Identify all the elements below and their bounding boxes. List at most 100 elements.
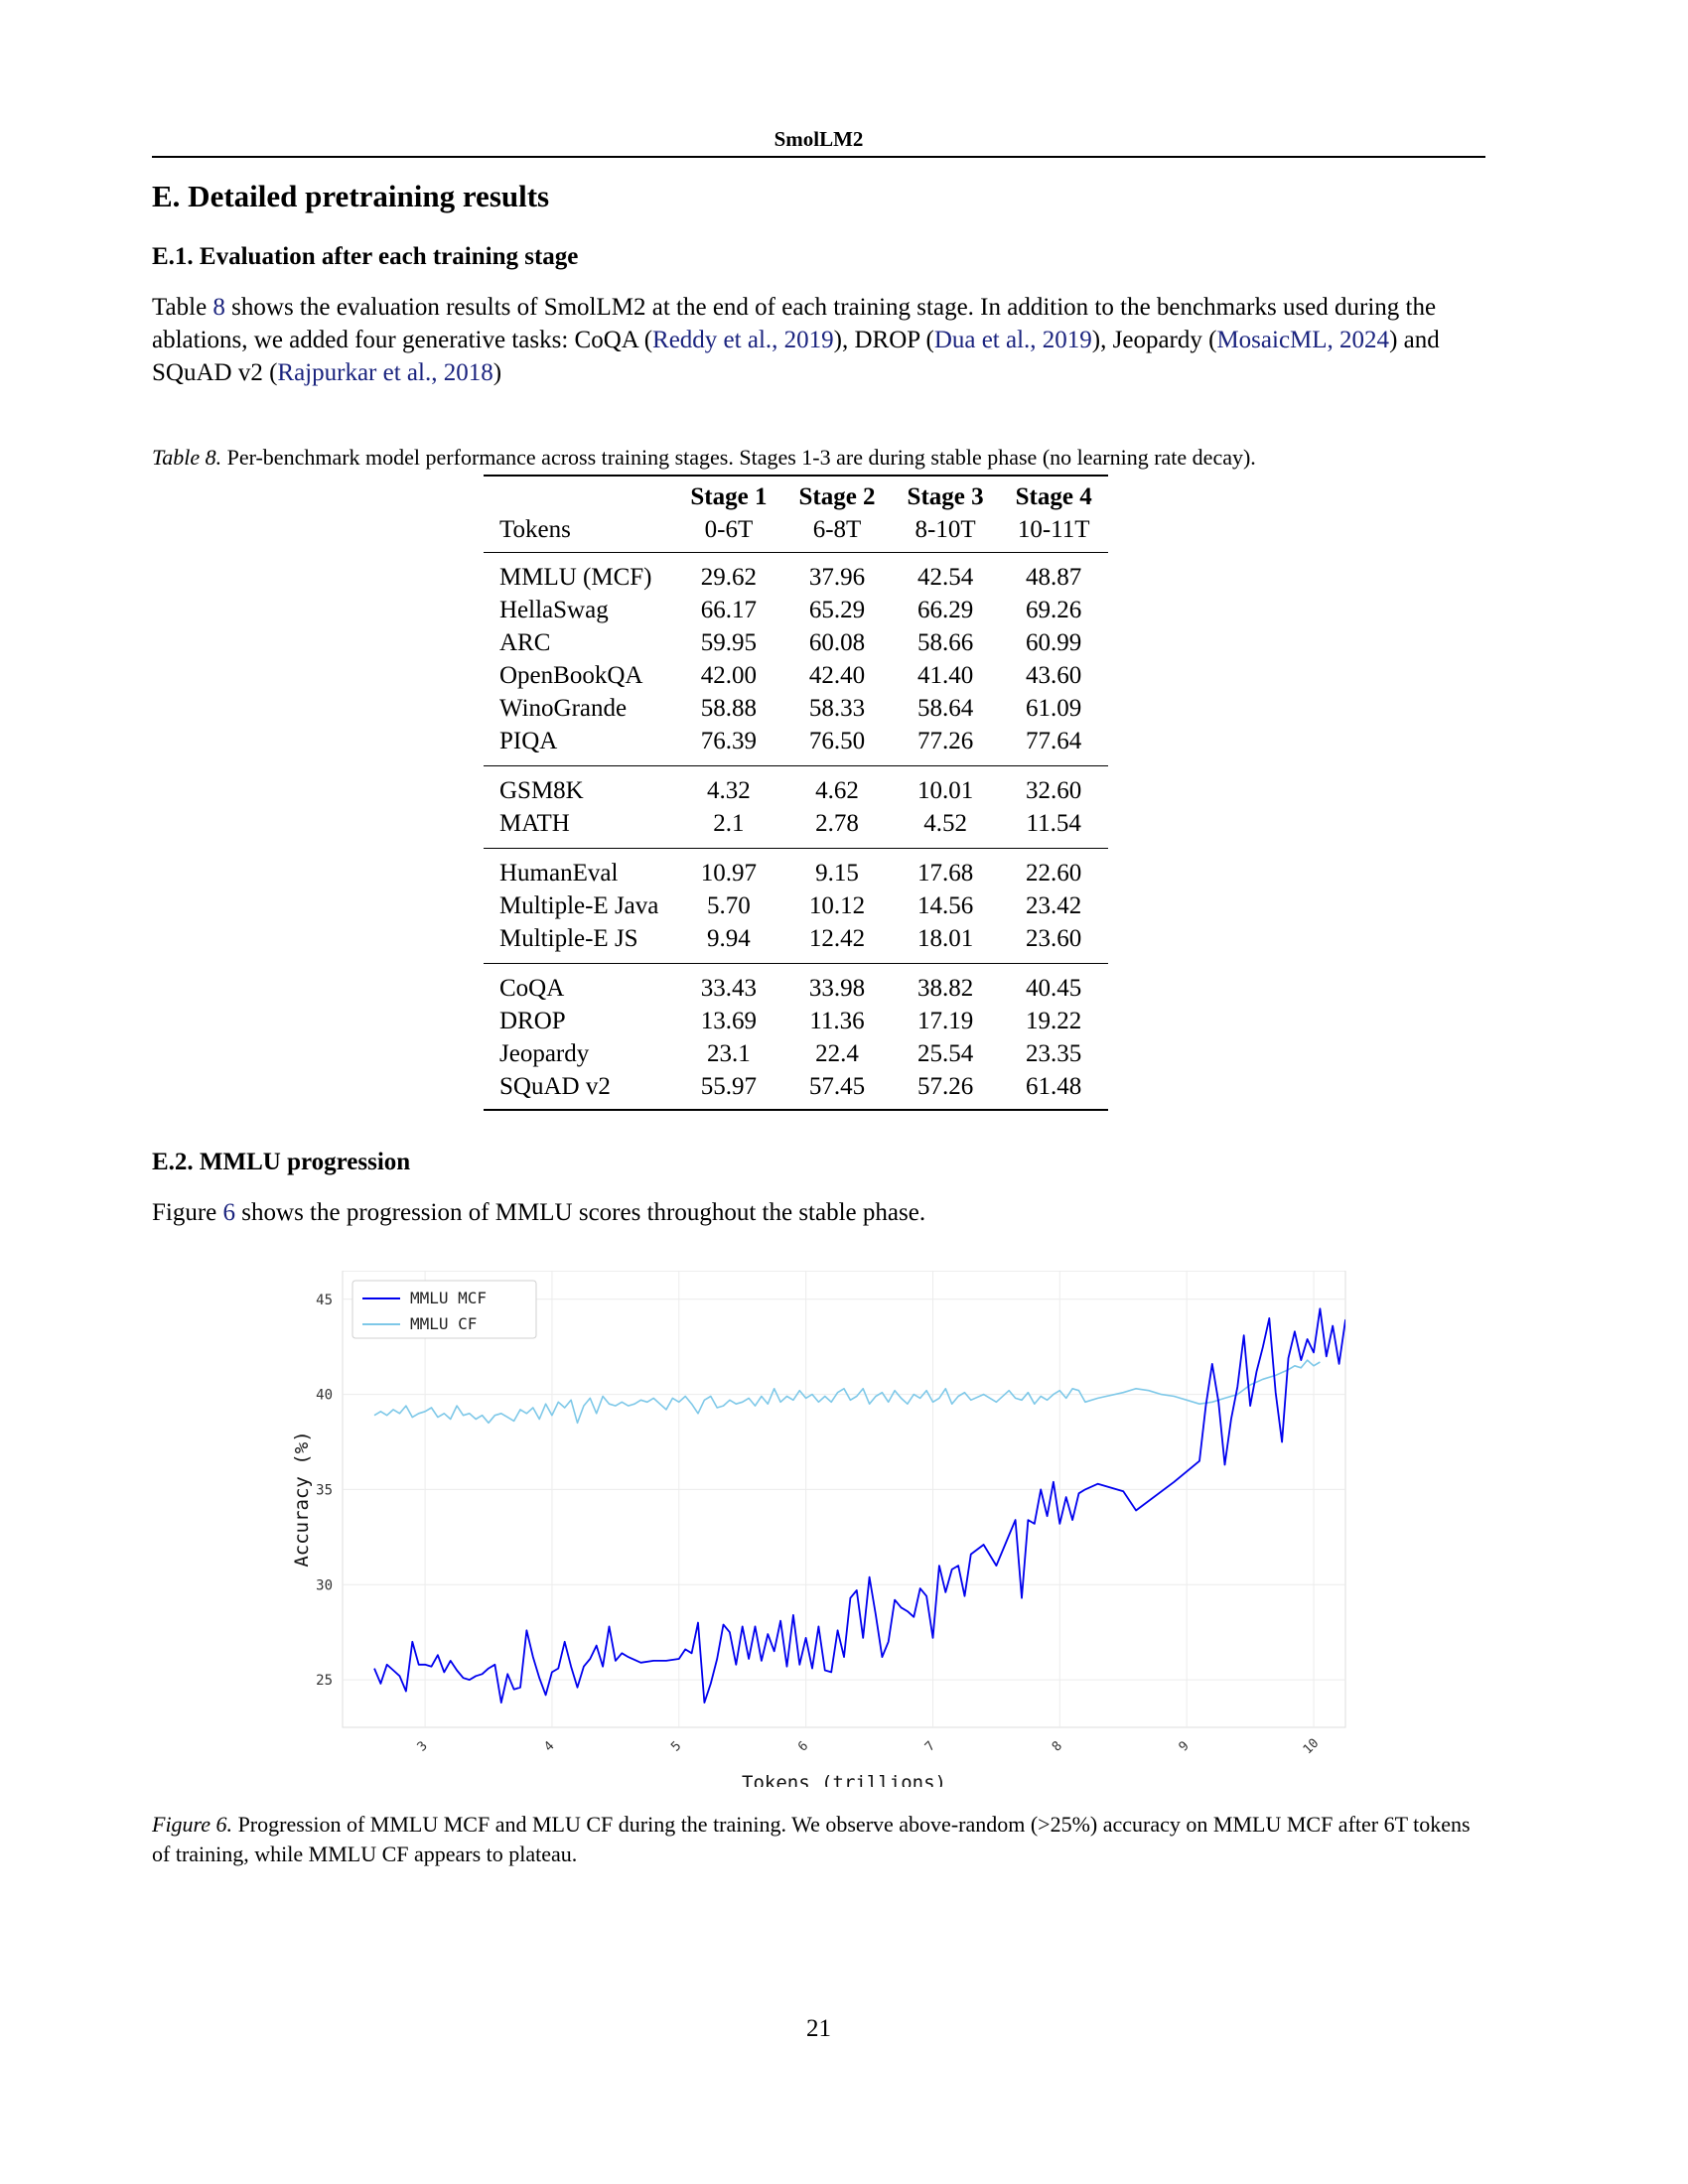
- table-corner: [484, 475, 675, 513]
- benchmark-name: MATH: [499, 810, 570, 837]
- para-text: ), DROP (: [833, 327, 934, 353]
- legend-label: MMLU CF: [410, 1314, 477, 1333]
- table-row: MATH 2.1 2.78 4.52 11.54: [484, 807, 1108, 849]
- figure-ref-link[interactable]: 6: [222, 1199, 236, 1226]
- table-row: WinoGrande 58.88 58.33 58.64 61.09: [484, 692, 1108, 725]
- score-cell: 19.22: [1026, 1008, 1082, 1034]
- para-text: ): [492, 359, 502, 386]
- score-cell: 37.96: [782, 552, 892, 594]
- x-tick-label: 7: [922, 1738, 938, 1754]
- score-cell: 23.42: [1026, 892, 1082, 919]
- x-tick-label: 9: [1177, 1738, 1193, 1754]
- table-row: MMLU (MCF) 29.62 37.96 42.54 48.87: [484, 552, 1108, 594]
- series-line-mmlu-cf: [373, 1359, 1321, 1425]
- y-tick-label: 45: [316, 1293, 333, 1308]
- score-cell: 10.12: [808, 892, 866, 919]
- y-tick-label: 35: [316, 1482, 333, 1498]
- score-cell: 42.40: [808, 662, 866, 689]
- score-cell: 58.66: [916, 629, 974, 656]
- score-cell: 11.54: [1026, 810, 1081, 837]
- score-cell: 42.00: [700, 662, 758, 689]
- benchmark-name: HumanEval: [484, 848, 675, 889]
- score-cell: 23.35: [1026, 1040, 1082, 1067]
- citation-link-dua[interactable]: Dua et al., 2019: [933, 327, 1092, 353]
- score-cell: 42.54: [891, 552, 1000, 594]
- stage-header: Stage 2: [782, 475, 892, 513]
- x-tick-label: 4: [541, 1738, 557, 1754]
- table-group-knowledge: MMLU (MCF) 29.62 37.96 42.54 48.87 HellaSwag 6…: [484, 552, 1108, 766]
- table-row: PIQA 76.39 76.50 77.26 77.64: [484, 725, 1108, 766]
- score-cell: 41.40: [916, 662, 974, 689]
- score-cell: 61.09: [1026, 695, 1082, 722]
- score-cell: 2.78: [815, 810, 859, 837]
- figure-caption-text: Progression of MMLU MCF and MLU CF durin…: [152, 1812, 1471, 1866]
- header-rule: [152, 156, 1485, 158]
- benchmark-name: MMLU (MCF): [484, 552, 675, 594]
- citation-link-rajpurkar[interactable]: Rajpurkar et al., 2018: [277, 359, 493, 386]
- citation-link-reddy[interactable]: Reddy et al., 2019: [652, 327, 834, 353]
- score-cell: 23.60: [1026, 925, 1082, 952]
- benchmark-name: Multiple-E JS: [499, 925, 638, 952]
- series-line-mmlu-mcf: [373, 1307, 1345, 1704]
- score-cell: 55.97: [674, 1070, 783, 1111]
- score-cell: 33.43: [674, 963, 783, 1005]
- subsection-title-e1: E.1. Evaluation after each training stag…: [152, 243, 579, 270]
- benchmark-name: DROP: [499, 1008, 566, 1034]
- table-row: ARC 59.95 60.08 58.66 60.99: [484, 626, 1108, 659]
- benchmark-name: SQuAD v2: [484, 1070, 675, 1111]
- para-text: ) and SQuAD v2 (: [152, 327, 1440, 386]
- benchmark-name: CoQA: [484, 963, 675, 1005]
- score-cell: 48.87: [999, 552, 1108, 594]
- score-cell: 9.94: [707, 925, 751, 952]
- benchmark-name: WinoGrande: [499, 695, 628, 722]
- score-cell: 17.19: [916, 1008, 974, 1034]
- score-cell: 18.01: [916, 925, 974, 952]
- paragraph-e1: Table 8 shows the evaluation results of …: [152, 291, 1485, 389]
- running-title: SmolLM2: [774, 127, 864, 151]
- page-number: 21: [806, 2015, 831, 2042]
- score-cell: 29.62: [674, 552, 783, 594]
- score-cell: 76.39: [700, 728, 758, 754]
- score-cell: 17.68: [891, 848, 1000, 889]
- token-range: 8-10T: [914, 516, 976, 543]
- subsection-title-e2: E.2. MMLU progression: [152, 1149, 411, 1175]
- x-tick-label: 6: [795, 1738, 811, 1754]
- paragraph-e2: Figure 6 shows the progression of MMLU s…: [152, 1196, 1485, 1229]
- table-ref-link[interactable]: 8: [212, 294, 225, 321]
- para-text: shows the progression of MMLU scores thr…: [235, 1199, 926, 1226]
- benchmark-name: Jeopardy: [499, 1040, 590, 1067]
- score-cell: 2.1: [713, 810, 745, 837]
- score-cell: 57.26: [891, 1070, 1000, 1111]
- score-cell: 66.17: [700, 597, 758, 623]
- score-cell: 38.82: [891, 963, 1000, 1005]
- table-group-math: GSM8K 4.32 4.62 10.01 32.60 MATH 2.1 2.78 4.52 11…: [484, 765, 1108, 849]
- table-row: Multiple-E JS 9.94 12.42 18.01 23.60: [484, 922, 1108, 964]
- stage-header: Stage 3: [891, 475, 1000, 513]
- score-cell: 4.52: [923, 810, 967, 837]
- score-cell: 59.95: [700, 629, 758, 656]
- token-range: 10-11T: [1017, 516, 1090, 543]
- score-cell: 43.60: [1026, 662, 1082, 689]
- benchmark-name: OpenBookQA: [499, 662, 643, 689]
- score-cell: 40.45: [999, 963, 1108, 1005]
- results-table: Stage 1 Stage 2 Stage 3 Stage 4 Tokens 0…: [484, 475, 1108, 1111]
- score-cell: 25.54: [916, 1040, 974, 1067]
- tokens-label: Tokens: [499, 516, 571, 543]
- score-cell: 57.45: [782, 1070, 892, 1111]
- legend-label: MMLU MCF: [410, 1289, 487, 1307]
- score-cell: 60.08: [808, 629, 866, 656]
- score-cell: 58.88: [700, 695, 758, 722]
- x-axis-label: Tokens (trillions): [742, 1772, 946, 1787]
- citation-link-mosaicml[interactable]: MosaicML, 2024: [1216, 327, 1390, 353]
- table-row: Jeopardy 23.1 22.4 25.54 23.35: [484, 1037, 1108, 1070]
- table-group-code: HumanEval 10.97 9.15 17.68 22.60 Multiple-E J…: [484, 848, 1108, 964]
- benchmark-name: HellaSwag: [499, 597, 609, 623]
- plot-area: [342, 1271, 1346, 1728]
- score-cell: 10.97: [674, 848, 783, 889]
- table-row: CoQA 33.43 33.98 38.82 40.45: [484, 963, 1108, 1005]
- score-cell: 66.29: [916, 597, 974, 623]
- para-text: ), Jeopardy (: [1091, 327, 1217, 353]
- benchmark-name: GSM8K: [484, 765, 675, 807]
- table-row: SQuAD v2 55.97 57.45 57.26 61.48: [484, 1070, 1108, 1111]
